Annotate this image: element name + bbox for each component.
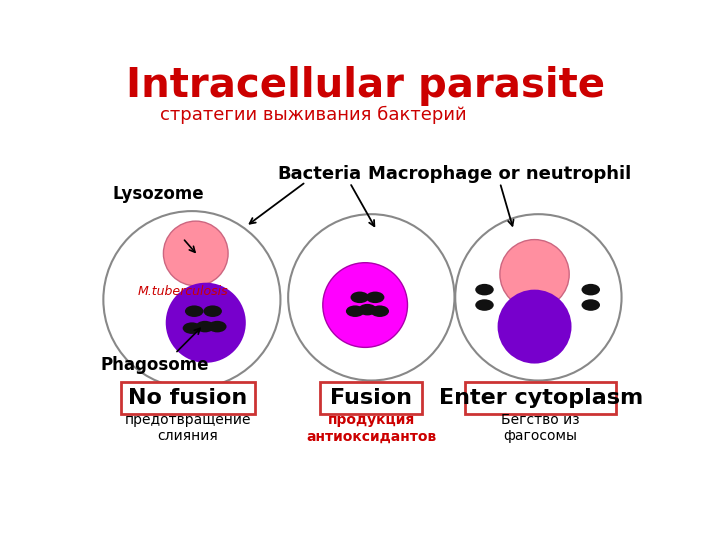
Text: Bacteria: Bacteria	[277, 165, 361, 183]
Circle shape	[163, 221, 228, 286]
Circle shape	[104, 211, 281, 388]
Text: Intracellular parasite: Intracellular parasite	[125, 66, 605, 106]
Ellipse shape	[366, 292, 384, 303]
Circle shape	[498, 289, 572, 363]
Text: No fusion: No fusion	[128, 388, 248, 408]
Text: Phagosome: Phagosome	[101, 356, 210, 374]
FancyBboxPatch shape	[121, 382, 255, 414]
Text: Macrophage or neutrophil: Macrophage or neutrophil	[368, 165, 631, 183]
Text: предотвращение
слияния: предотвращение слияния	[125, 413, 251, 443]
Ellipse shape	[196, 321, 215, 333]
FancyBboxPatch shape	[320, 382, 422, 414]
Text: Бегство из
фагосомы: Бегство из фагосомы	[501, 413, 580, 443]
Text: Enter cytoplasm: Enter cytoplasm	[438, 388, 643, 408]
Ellipse shape	[475, 284, 494, 295]
Circle shape	[288, 214, 454, 381]
Ellipse shape	[183, 322, 201, 334]
Text: Fusion: Fusion	[330, 388, 413, 408]
Ellipse shape	[351, 292, 369, 303]
Ellipse shape	[346, 306, 364, 317]
Text: стратегии выживания бактерий: стратегии выживания бактерий	[161, 106, 467, 124]
Ellipse shape	[185, 306, 204, 317]
FancyBboxPatch shape	[465, 382, 616, 414]
Ellipse shape	[371, 306, 389, 317]
Circle shape	[500, 240, 570, 309]
Ellipse shape	[359, 304, 377, 315]
Circle shape	[323, 262, 408, 347]
Circle shape	[166, 283, 246, 363]
Circle shape	[455, 214, 621, 381]
Ellipse shape	[208, 321, 227, 333]
Ellipse shape	[582, 299, 600, 311]
Text: Lysozome: Lysozome	[113, 185, 204, 203]
Ellipse shape	[582, 284, 600, 295]
Text: продукция
антиоксидантов: продукция антиоксидантов	[306, 413, 436, 443]
Ellipse shape	[204, 306, 222, 317]
Ellipse shape	[475, 299, 494, 311]
Text: M.tuberculosis: M.tuberculosis	[138, 286, 228, 299]
